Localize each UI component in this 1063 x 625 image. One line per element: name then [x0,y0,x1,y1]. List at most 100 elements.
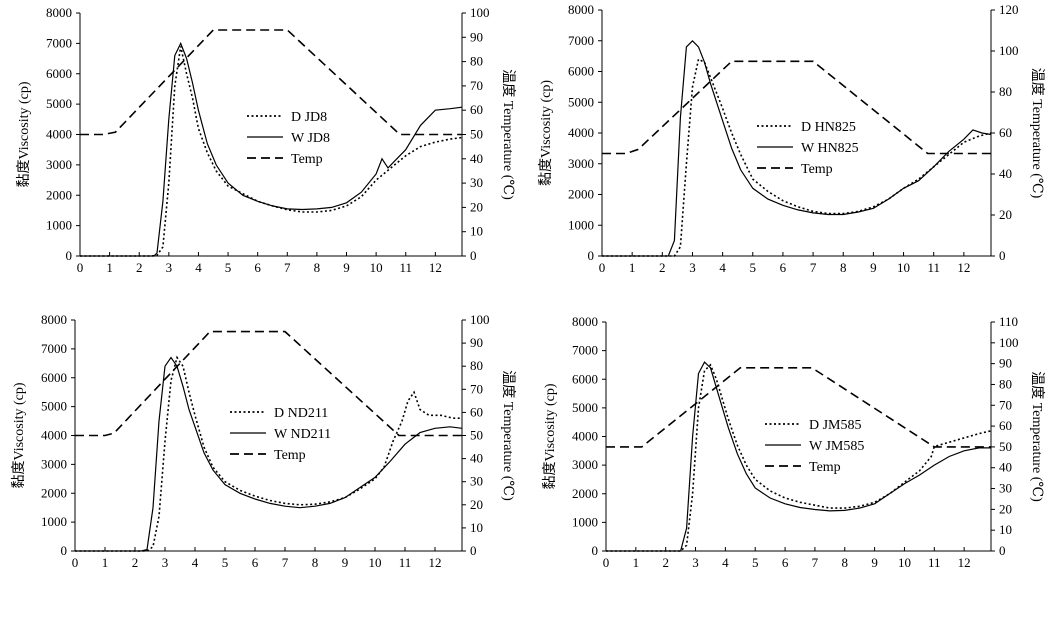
y2-tick-label: 100 [470,312,490,327]
y2-tick-label: 40 [999,166,1012,181]
legend-label: Temp [291,152,323,167]
y-tick-label: 7000 [568,33,594,48]
x-tick-label: 12 [958,555,971,570]
y-tick-label: 7000 [572,343,598,358]
y2-tick-label: 20 [470,497,483,512]
x-tick-label: 10 [897,260,910,275]
y-tick-label: 8000 [46,5,72,20]
y2-axis-title: 温度 Temperature (℃) [1029,68,1045,199]
series-dotted-line [602,58,992,257]
y-tick-label: 1000 [46,218,72,233]
chart-panel-3: 0 1 2 3 4 5 6 7 8 9 10 11 12010002000300040005000600… [11,312,516,570]
y2-tick-label: 30 [470,175,483,190]
x-tick-label: 11 [928,555,941,570]
y-tick-label: 0 [592,543,599,558]
y2-tick-label: 90 [470,335,483,350]
y-tick-label: 5000 [41,399,67,414]
x-tick-label: 0 [72,555,79,570]
y-axis-title: 黏度Viscosity (cp) [538,80,554,186]
legend-label: W JM585 [809,439,864,454]
y-tick-label: 3000 [572,457,598,472]
x-tick-label: 4 [192,555,199,570]
y2-tick-label: 70 [470,381,483,396]
y2-tick-label: 80 [470,358,483,373]
x-tick-label: 7 [812,555,819,570]
y2-tick-label: 90 [999,356,1012,371]
y-tick-label: 0 [61,543,68,558]
y-axis-title: 黏度Viscosity (cp) [542,383,558,489]
y2-tick-label: 80 [999,84,1012,99]
y2-tick-label: 50 [470,428,483,443]
legend-label: D JD8 [291,110,327,125]
y-tick-label: 2000 [568,187,594,202]
x-tick-label: 1 [106,260,113,275]
y2-tick-label: 0 [470,248,477,263]
legend-label: D JM585 [809,418,862,433]
x-tick-label: 9 [870,260,877,275]
series-dashed-line [75,330,462,437]
x-tick-label: 2 [659,260,666,275]
legend-label: D ND211 [274,406,328,421]
y2-tick-label: 60 [470,102,483,117]
x-tick-label: 1 [102,555,109,570]
y2-tick-label: 60 [470,404,483,419]
legend: D ND211 W ND211 Temp [230,406,331,463]
y-tick-label: 1000 [41,514,67,529]
x-tick-label: 7 [810,260,817,275]
y2-tick-label: 60 [999,125,1012,140]
x-tick-label: 12 [957,260,970,275]
y-tick-label: 6000 [568,64,594,79]
y2-tick-label: 20 [999,501,1012,516]
x-tick-label: 2 [136,260,143,275]
y-tick-label: 1000 [572,514,598,529]
y-tick-label: 6000 [41,370,67,385]
x-tick-label: 11 [399,555,412,570]
y2-tick-label: 70 [999,397,1012,412]
y2-tick-label: 50 [999,439,1012,454]
series-dotted-line [75,355,462,552]
y-tick-label: 4000 [572,429,598,444]
y2-tick-label: 50 [470,127,483,142]
legend-label: Temp [809,460,841,475]
x-tick-label: 9 [342,555,349,570]
x-tick-label: 5 [222,555,229,570]
y2-tick-label: 100 [470,5,490,20]
y-tick-label: 3000 [46,157,72,172]
y-tick-label: 3000 [41,456,67,471]
legend: D JD8 W JD8 Temp [247,110,330,167]
y2-tick-label: 10 [470,520,483,535]
series-dashed-line [602,60,991,155]
x-tick-label: 5 [752,555,759,570]
y2-tick-label: 110 [999,314,1018,329]
y-tick-label: 7000 [46,35,72,50]
y2-tick-label: 0 [999,543,1006,558]
x-tick-label: 1 [629,260,636,275]
x-tick-label: 3 [692,555,699,570]
y2-tick-label: 30 [999,481,1012,496]
y-axis-title: 黏度Viscosity (cp) [11,382,27,488]
legend-label: D HN825 [801,120,856,135]
x-tick-label: 0 [603,555,610,570]
y2-tick-label: 100 [999,335,1019,350]
series-dashed-line [606,366,991,448]
y-tick-label: 2000 [41,485,67,500]
y-tick-label: 1000 [568,217,594,232]
chart-panel-2: 0 1 2 3 4 5 6 7 8 9 10 11 12010002000300040005000600… [538,2,1045,275]
x-tick-label: 12 [429,555,442,570]
x-tick-label: 8 [842,555,849,570]
x-tick-label: 3 [689,260,696,275]
x-tick-label: 11 [927,260,940,275]
y2-tick-label: 20 [999,207,1012,222]
legend-label: Temp [274,448,306,463]
x-tick-label: 10 [370,260,383,275]
x-tick-label: 4 [719,260,726,275]
y-tick-label: 7000 [41,341,67,356]
x-tick-label: 6 [252,555,259,570]
y2-tick-label: 30 [470,474,483,489]
x-tick-label: 2 [132,555,139,570]
x-tick-label: 7 [284,260,291,275]
legend-label: W HN825 [801,141,859,156]
y2-axis-title: 温度 Temperature (℃) [500,69,516,200]
x-tick-label: 9 [871,555,878,570]
legend: D JM585 W JM585 Temp [765,418,864,475]
